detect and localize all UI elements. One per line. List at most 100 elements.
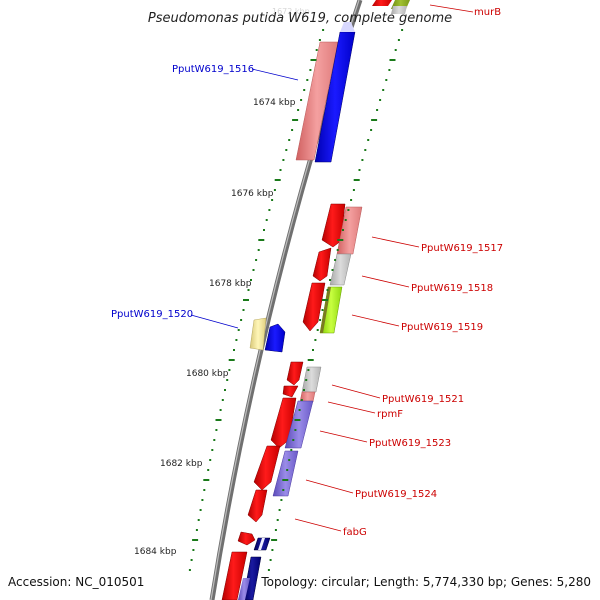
inner-track-minor-tick: [188, 569, 191, 571]
outer-track-minor-tick: [271, 549, 274, 551]
inner-track-minor-tick: [192, 549, 195, 551]
inner-track-minor-tick: [199, 509, 202, 511]
gene-label-fabg[interactable]: fabG: [343, 527, 367, 538]
inner-track-major-tick: [243, 299, 249, 301]
gene-label-1520[interactable]: PputW619_1520: [111, 309, 193, 320]
inner-track-minor-tick: [219, 409, 222, 411]
outer-track-minor-tick: [316, 329, 319, 331]
outer-track-major-tick: [389, 59, 396, 61]
outer-track-minor-tick: [397, 39, 400, 41]
outer-track-minor-tick: [282, 489, 285, 491]
outer-track-minor-tick: [388, 69, 391, 71]
inner-track-minor-tick: [263, 229, 265, 231]
outer-track-minor-tick: [394, 49, 397, 51]
inner-track-minor-tick: [265, 219, 268, 221]
inner-track-minor-tick: [306, 79, 309, 81]
inner-track-minor-tick: [288, 139, 291, 141]
outer-track-minor-tick: [358, 169, 361, 171]
gene-label-1518[interactable]: PputW619_1518: [411, 283, 493, 294]
inner-track-minor-tick: [242, 309, 245, 311]
gene-block-1524-purple: [272, 450, 299, 497]
gene-block-bottom-red: [221, 551, 248, 600]
inner-track-minor-tick: [279, 169, 282, 171]
inner-track-minor-tick: [215, 429, 218, 431]
inner-track-minor-tick: [315, 49, 318, 51]
inner-track-minor-tick: [271, 199, 274, 201]
outer-track-minor-tick: [376, 109, 379, 111]
kbp-label-1682: 1682 kbp: [160, 459, 203, 469]
kbp-label-1674: 1674 kbp: [253, 98, 296, 108]
outer-track-minor-tick: [370, 129, 373, 131]
inner-track-minor-tick: [213, 439, 216, 441]
gene-block-1520-blue: [264, 323, 286, 353]
outer-track-major-tick: [353, 179, 360, 181]
gene-label-murb[interactable]: murB: [474, 7, 501, 18]
outer-track-minor-tick: [286, 469, 289, 471]
gene-block-1516-blue-tip: [340, 22, 355, 32]
outer-track-minor-tick: [305, 379, 308, 381]
outer-track-minor-tick: [303, 389, 305, 391]
outer-track-minor-tick: [300, 399, 303, 401]
inner-track-minor-tick: [297, 109, 300, 111]
gene-block-top-gray: [391, 6, 407, 14]
outer-track-minor-tick: [326, 289, 329, 291]
outer-track-minor-tick: [364, 149, 367, 151]
inner-track-minor-tick: [221, 399, 224, 401]
accession-text: Accession: NC_010501: [8, 575, 144, 589]
kbp-label-1684: 1684 kbp: [134, 547, 177, 557]
inner-track-minor-tick: [257, 249, 260, 251]
outer-track-minor-tick: [276, 519, 279, 521]
gene-block-1519-lime: [319, 286, 343, 334]
outer-track-minor-tick: [288, 459, 291, 461]
outer-track-minor-tick: [280, 499, 283, 501]
inner-track-minor-tick: [240, 319, 243, 321]
inner-track-minor-tick: [233, 349, 235, 351]
gene-block-top-red: [372, 0, 392, 6]
inner-track-major-tick: [203, 479, 210, 481]
gene-arrow-fabg-red: [237, 531, 256, 546]
inner-track-minor-tick: [250, 279, 252, 281]
gene-label-1516[interactable]: PputW619_1516: [172, 64, 254, 75]
inner-track-minor-tick: [273, 189, 276, 191]
inner-track-minor-tick: [282, 159, 285, 161]
gene-arrow-1517-red-a: [321, 203, 346, 248]
outer-track-minor-tick: [274, 529, 277, 531]
inner-track-major-tick: [292, 119, 299, 121]
inner-track-major-tick: [274, 179, 281, 181]
gene-label-1524[interactable]: PputW619_1524: [355, 489, 437, 500]
gene-label-1519[interactable]: PputW619_1519: [401, 322, 483, 333]
outer-track-minor-tick: [379, 99, 382, 101]
outer-track-minor-tick: [269, 559, 272, 561]
outer-track-minor-tick: [350, 199, 353, 201]
inner-track-minor-tick: [291, 129, 294, 131]
inner-track-minor-tick: [211, 449, 214, 451]
outer-track-minor-tick: [312, 349, 314, 351]
inner-track-minor-tick: [226, 379, 229, 381]
gene-block-1520-yellow: [249, 317, 267, 351]
gene-block-1523-purple: [284, 400, 314, 449]
gene-arrow-1524-red: [253, 445, 281, 491]
gene-block-1519-olive: [320, 287, 331, 333]
inner-track-minor-tick: [318, 39, 321, 41]
outer-track-minor-tick: [382, 89, 385, 91]
outer-track-minor-tick: [347, 209, 350, 211]
inner-track-major-tick: [310, 59, 317, 61]
outer-track-minor-tick: [401, 29, 404, 31]
outer-track-minor-tick: [307, 369, 310, 371]
inner-track-minor-tick: [195, 529, 198, 531]
gene-label-rpmf[interactable]: rpmF: [377, 409, 403, 420]
gene-label-1517[interactable]: PputW619_1517: [421, 243, 503, 254]
outer-track-major-tick: [282, 479, 289, 481]
inner-track-minor-tick: [268, 209, 271, 211]
outer-track-minor-tick: [290, 449, 293, 451]
inner-track-major-tick: [258, 239, 265, 241]
gene-arrow-1524b-red: [247, 489, 268, 523]
scale-ticks: [188, 29, 404, 571]
inner-track-minor-tick: [190, 559, 193, 561]
gene-label-1521[interactable]: PputW619_1521: [382, 394, 464, 405]
inner-track-major-tick: [228, 359, 235, 361]
gene-label-1523[interactable]: PputW619_1523: [369, 438, 451, 449]
gene-arrow-rpmf-red: [282, 385, 299, 398]
kbp-label-1680: 1680 kbp: [186, 369, 229, 379]
inner-track-minor-tick: [235, 339, 238, 341]
